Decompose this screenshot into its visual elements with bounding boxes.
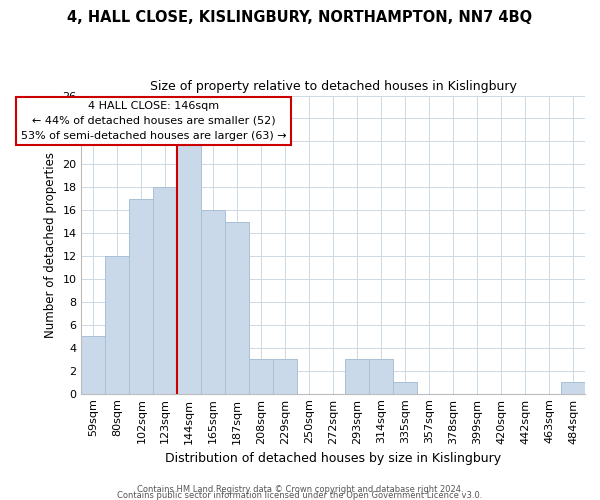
Text: Contains public sector information licensed under the Open Government Licence v3: Contains public sector information licen…: [118, 490, 482, 500]
Y-axis label: Number of detached properties: Number of detached properties: [44, 152, 57, 338]
Bar: [345, 360, 369, 394]
Bar: [178, 142, 201, 394]
Bar: [561, 382, 585, 394]
Bar: [369, 360, 393, 394]
X-axis label: Distribution of detached houses by size in Kislingbury: Distribution of detached houses by size …: [165, 452, 501, 465]
Text: 4, HALL CLOSE, KISLINGBURY, NORTHAMPTON, NN7 4BQ: 4, HALL CLOSE, KISLINGBURY, NORTHAMPTON,…: [67, 10, 533, 25]
Bar: [106, 256, 130, 394]
Title: Size of property relative to detached houses in Kislingbury: Size of property relative to detached ho…: [150, 80, 517, 93]
Bar: [273, 360, 297, 394]
Bar: [154, 188, 178, 394]
Text: Contains HM Land Registry data © Crown copyright and database right 2024.: Contains HM Land Registry data © Crown c…: [137, 485, 463, 494]
Bar: [201, 210, 225, 394]
Bar: [225, 222, 249, 394]
Text: 4 HALL CLOSE: 146sqm
← 44% of detached houses are smaller (52)
53% of semi-detac: 4 HALL CLOSE: 146sqm ← 44% of detached h…: [20, 101, 286, 140]
Bar: [82, 336, 106, 394]
Bar: [393, 382, 417, 394]
Bar: [130, 199, 154, 394]
Bar: [249, 360, 273, 394]
